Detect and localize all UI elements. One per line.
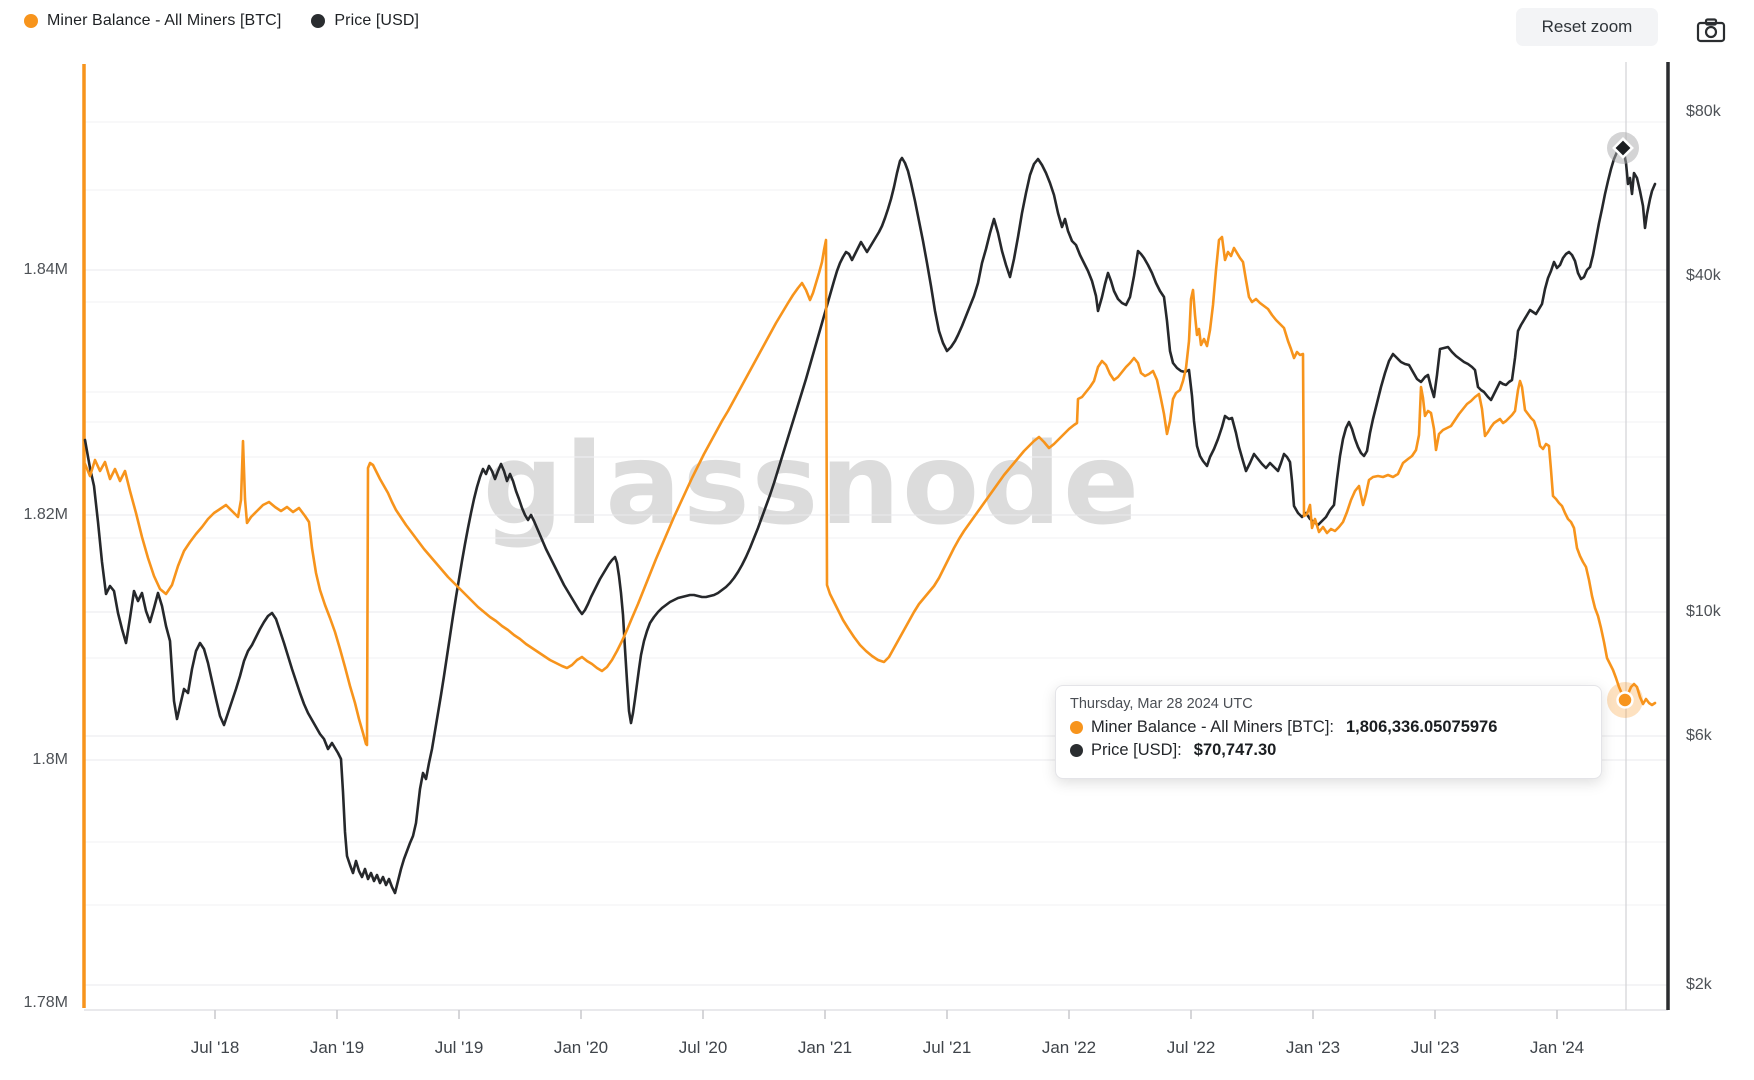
- y-axis-left-tick: 1.82M: [23, 506, 68, 523]
- miner-balance-series-dot-icon: [1070, 721, 1083, 734]
- y-axis-right-tick: $40k: [1686, 267, 1721, 284]
- x-axis-tick: Jul '23: [1410, 1038, 1460, 1057]
- x-axis-tick: Jan '19: [309, 1038, 365, 1057]
- x-axis-tick: Jul '19: [434, 1038, 484, 1057]
- tooltip-row-price: Price [USD]: $70,747.30: [1070, 739, 1587, 762]
- x-axis-tick: Jul '22: [1166, 1038, 1216, 1057]
- x-axis-tick: Jan '20: [553, 1038, 609, 1057]
- hover-tooltip: Thursday, Mar 28 2024 UTC Miner Balance …: [1055, 685, 1602, 779]
- tooltip-price-value: $70,747.30: [1193, 741, 1277, 759]
- reset-zoom-button[interactable]: Reset zoom: [1516, 8, 1658, 46]
- price-series-dot-icon: [1070, 744, 1083, 757]
- legend-item-price[interactable]: Price [USD]: [311, 12, 419, 30]
- x-axis-tick: Jan '23: [1285, 1038, 1341, 1057]
- y-axis-right-tick: $2k: [1686, 976, 1712, 993]
- tooltip-row-miner-balance: Miner Balance - All Miners [BTC]: 1,806,…: [1070, 716, 1587, 739]
- x-axis-tick: Jan '21: [797, 1038, 853, 1057]
- y-axis-right-tick: $10k: [1686, 603, 1721, 620]
- x-axis-tick: Jan '22: [1041, 1038, 1097, 1057]
- y-axis-right-tick: $80k: [1686, 103, 1721, 120]
- tooltip-miner-balance-value: 1,806,336.05075976: [1346, 718, 1498, 736]
- y-axis-left-tick: 1.8M: [32, 751, 68, 768]
- y-axis-left-tick: 1.78M: [23, 994, 68, 1011]
- legend-item-miner-balance[interactable]: Miner Balance - All Miners [BTC]: [24, 12, 281, 30]
- miner-balance-series-dot-icon: [24, 14, 38, 28]
- legend-label-miner-balance: Miner Balance - All Miners [BTC]: [47, 12, 282, 29]
- x-axis-tick: Jul '21: [922, 1038, 972, 1057]
- camera-icon: [1696, 18, 1726, 43]
- glassnode-watermark: glassnode: [482, 420, 1142, 550]
- y-axis-left-tick: 1.84M: [23, 261, 68, 278]
- camera-screenshot-button[interactable]: [1696, 16, 1726, 44]
- tooltip-date: Thursday, Mar 28 2024 UTC: [1070, 696, 1253, 712]
- legend-label-price: Price [USD]: [334, 12, 420, 29]
- tooltip-miner-balance-label: Miner Balance - All Miners [BTC]:: [1091, 718, 1334, 736]
- x-axis-tick: Jul '18: [190, 1038, 240, 1057]
- x-axis-tick: Jul '20: [678, 1038, 728, 1057]
- tooltip-price-label: Price [USD]:: [1091, 741, 1182, 759]
- chart-legend: Miner Balance - All Miners [BTC] Price […: [24, 8, 419, 34]
- x-axis-tick: Jan '24: [1529, 1038, 1585, 1057]
- y-axis-right-tick: $6k: [1686, 727, 1712, 744]
- price-series-dot-icon: [311, 14, 326, 28]
